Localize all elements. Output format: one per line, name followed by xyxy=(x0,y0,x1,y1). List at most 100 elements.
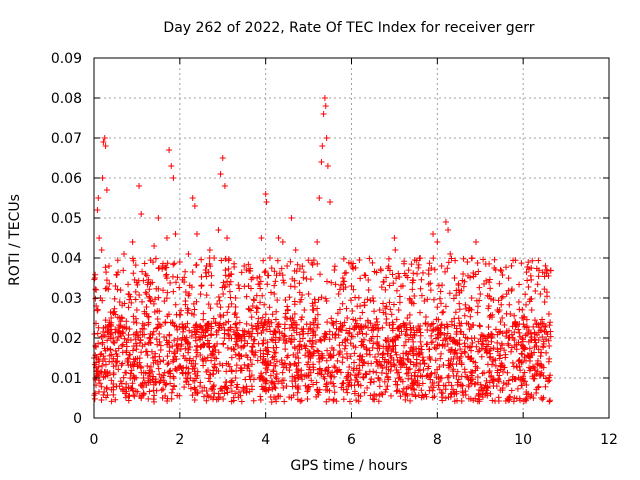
data-point xyxy=(221,284,228,291)
data-point xyxy=(139,392,146,399)
data-point xyxy=(515,358,522,365)
data-point xyxy=(217,320,224,327)
data-point xyxy=(391,235,398,241)
data-point xyxy=(305,347,312,354)
data-point xyxy=(118,342,125,349)
data-point xyxy=(540,320,547,327)
data-point xyxy=(411,387,418,394)
data-point xyxy=(206,247,213,253)
data-point xyxy=(179,321,186,328)
data-point xyxy=(505,340,512,347)
data-point xyxy=(519,351,526,358)
data-point xyxy=(350,286,357,293)
data-point xyxy=(414,270,421,277)
data-point xyxy=(258,319,265,326)
data-point xyxy=(479,332,486,339)
data-point xyxy=(232,295,239,301)
data-point xyxy=(531,344,538,351)
data-point xyxy=(305,383,312,390)
data-point xyxy=(498,301,505,308)
data-point xyxy=(442,219,449,225)
data-point xyxy=(272,373,279,380)
data-point xyxy=(452,309,459,316)
data-point xyxy=(409,286,416,293)
data-point xyxy=(427,356,434,363)
data-point xyxy=(355,294,362,301)
data-point xyxy=(372,322,379,329)
data-point xyxy=(172,231,179,237)
data-point xyxy=(150,387,157,394)
data-point xyxy=(150,359,157,366)
data-point xyxy=(245,305,252,312)
data-point xyxy=(487,312,494,319)
data-point xyxy=(183,357,190,364)
data-point xyxy=(395,369,402,376)
data-point xyxy=(474,379,481,386)
data-point xyxy=(232,310,239,317)
data-point xyxy=(307,355,314,362)
data-point xyxy=(369,259,376,266)
data-point xyxy=(152,379,159,386)
data-point xyxy=(110,391,117,398)
data-point xyxy=(494,307,501,313)
data-point xyxy=(461,278,468,285)
data-point xyxy=(281,360,288,367)
data-point xyxy=(132,315,139,322)
data-point xyxy=(535,273,542,280)
data-point xyxy=(380,300,387,307)
data-point xyxy=(438,321,445,328)
data-point xyxy=(123,343,130,350)
data-point xyxy=(318,337,325,344)
data-point xyxy=(339,354,346,361)
data-point xyxy=(215,227,222,233)
data-point xyxy=(474,303,481,310)
data-point xyxy=(138,364,145,371)
data-point xyxy=(273,398,280,405)
data-point xyxy=(536,324,542,331)
data-point xyxy=(223,368,230,375)
data-point xyxy=(200,316,207,323)
data-point xyxy=(108,398,115,405)
data-point xyxy=(469,255,476,262)
data-point xyxy=(198,256,205,263)
data-point xyxy=(322,295,329,302)
data-point xyxy=(191,396,198,403)
data-point xyxy=(143,303,150,310)
data-point xyxy=(375,350,382,357)
data-point xyxy=(259,292,266,299)
data-point xyxy=(118,332,125,339)
data-point xyxy=(300,269,307,276)
data-point xyxy=(424,372,431,379)
data-point xyxy=(486,260,493,267)
data-point xyxy=(116,315,123,322)
data-point xyxy=(284,303,291,310)
data-point xyxy=(96,235,103,241)
data-point xyxy=(273,358,280,365)
data-point xyxy=(144,313,151,320)
data-point xyxy=(420,357,427,364)
data-point xyxy=(361,302,368,309)
data-point xyxy=(264,281,271,288)
data-point xyxy=(460,271,467,277)
data-point xyxy=(424,341,431,348)
data-point xyxy=(220,291,227,298)
data-point xyxy=(215,349,222,356)
data-point xyxy=(310,366,317,373)
data-point xyxy=(310,332,317,339)
data-point xyxy=(138,298,145,305)
data-point xyxy=(148,348,155,355)
data-point xyxy=(248,276,255,283)
data-point xyxy=(125,393,132,400)
data-point xyxy=(431,393,438,400)
data-point xyxy=(245,328,252,335)
data-point xyxy=(278,265,285,272)
data-point xyxy=(201,393,208,400)
data-point xyxy=(174,341,181,348)
data-point xyxy=(272,362,279,369)
data-point xyxy=(275,321,282,328)
data-point xyxy=(356,356,363,363)
data-point xyxy=(542,262,549,269)
data-point xyxy=(393,388,400,395)
data-point xyxy=(461,312,468,319)
data-point xyxy=(515,339,522,346)
